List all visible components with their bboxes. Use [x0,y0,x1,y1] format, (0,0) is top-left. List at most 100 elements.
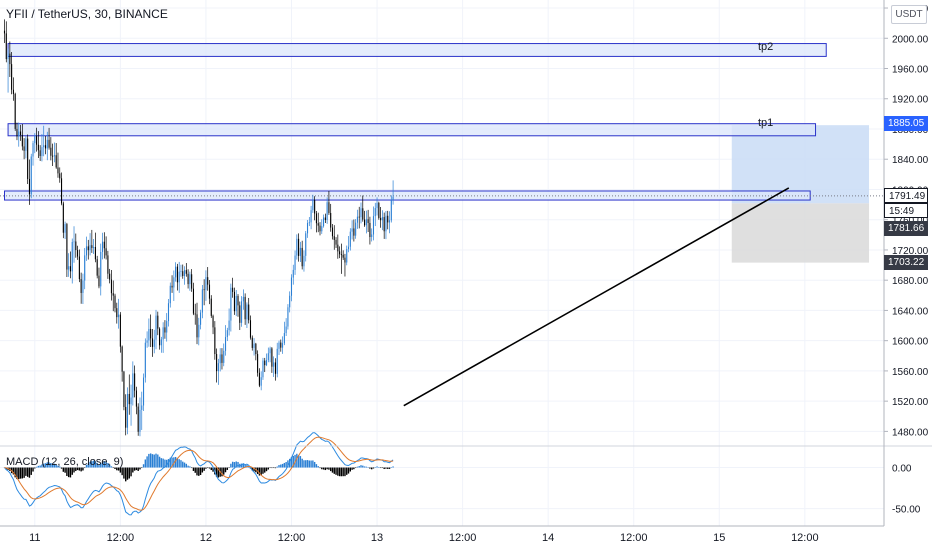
price-tick-label: 1520.00 [892,397,929,408]
candle-body [214,327,216,355]
candle-body [383,217,385,232]
candle-body [242,296,244,302]
macd-histogram-bar [367,467,369,468]
macd-histogram-bar [285,462,287,468]
candle-body [80,279,82,293]
macd-histogram-bar [62,467,65,472]
candle-body [255,343,257,355]
candle-body [176,266,178,283]
candle-body [299,247,301,256]
macd-histogram-bar [264,467,266,473]
macd-histogram-bar [50,463,52,468]
candle-body [390,200,392,221]
candle-body [148,328,150,341]
macd-histogram-bar [149,453,152,468]
time-tick-label: 11 [29,532,40,544]
candle-body [171,285,173,288]
candle-body [249,320,252,338]
candle-body [230,287,232,321]
candle-body [269,348,271,354]
candle-body [14,93,16,129]
macd-histogram-bar [158,456,161,468]
macd-histogram-bar [164,459,166,468]
candle-body [216,354,218,372]
candle-body [362,208,364,220]
candle-body [107,255,109,274]
macd-histogram-bar [151,454,154,468]
currency-button[interactable]: USDT [891,5,927,24]
candle-body [182,271,184,276]
macd-histogram-bar [128,467,130,479]
candle-body [142,377,145,406]
candle-body [125,406,127,428]
candle-body [139,409,141,432]
symbol-legend[interactable]: YFII / TetherUS, 30, BINANCE [6,7,168,21]
macd-histogram-bar [176,458,179,468]
candle-body [68,266,70,270]
candle-body [392,196,394,201]
candle-body [187,273,189,285]
macd-histogram-bar [92,460,95,468]
candle-body [52,155,54,157]
time-tick-label: 12:00 [278,532,306,544]
macd-histogram-bar [392,466,394,468]
candle-body [248,304,250,321]
macd-histogram-bar [108,464,111,468]
candle-body [387,215,389,223]
candle-body [323,217,325,227]
candle-body [301,247,303,267]
candle-body [274,362,276,374]
macd-legend[interactable]: MACD (12, 26, close, 9) [6,456,124,468]
candle-body [96,259,98,276]
candle-body [200,312,202,325]
macd-histogram-bar [185,463,188,468]
macd-histogram-bar [119,467,122,473]
macd-histogram-bar [18,467,20,480]
macd-histogram-bar [55,464,57,468]
candle-body [346,249,348,263]
macd-histogram-bar [224,467,227,473]
candle-body [201,289,203,313]
macd-histogram-bar [101,461,104,468]
candle-body [296,238,298,256]
candle-body [378,202,380,218]
macd-histogram-bar [260,467,262,476]
candle-body [360,208,362,218]
macd-histogram-bar [248,466,250,468]
candle-body [94,247,96,260]
candle-body [303,255,305,267]
macd-histogram-bar [69,467,72,478]
macd-histogram-bar [381,467,384,469]
time-tick-label: 14 [542,532,554,544]
macd-histogram-bar [201,467,204,473]
macd-histogram-bar [262,467,264,474]
macd-histogram-bar [132,467,134,473]
candle-body [371,234,373,238]
candle-body [340,254,342,256]
candle-body [203,289,205,291]
macd-histogram-bar [237,461,239,468]
candle-body [34,136,36,144]
candle-body [84,255,86,281]
candle-body [141,405,143,410]
candle-body [262,360,264,378]
macd-histogram-bar [107,463,109,468]
macd-histogram-bar [346,467,348,475]
macd-histogram-bar [342,467,344,477]
candle-body [221,354,223,363]
macd-histogram-bar [338,467,341,477]
macd-histogram-bar [110,466,113,468]
macd-histogram-bar [139,467,141,470]
candle-body [335,239,337,245]
grid-lines [0,0,884,526]
macd-histogram-bar [365,466,368,468]
macd-histogram-bar [71,467,73,475]
candle-body [356,216,358,223]
candle-body [71,242,73,272]
candle-body [282,343,284,348]
macd-histogram-bar [190,467,193,469]
zone-rect [7,43,827,57]
macd-histogram-bar [32,467,34,472]
